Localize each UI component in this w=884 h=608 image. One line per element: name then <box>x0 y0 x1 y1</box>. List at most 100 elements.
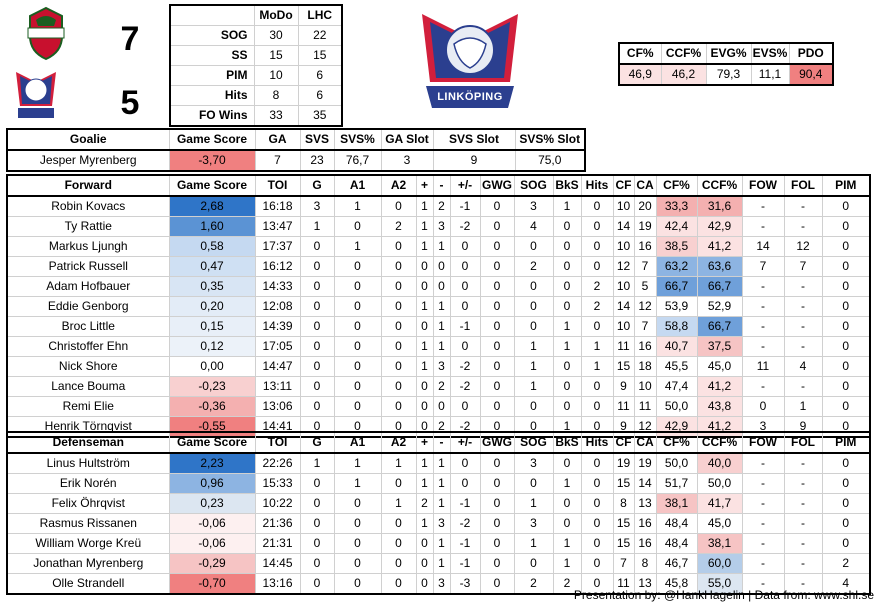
stat-cell: - <box>741 452 785 474</box>
stat-cell: 58,8 <box>655 316 698 337</box>
stat-cell: 63,6 <box>696 256 743 277</box>
stat-label: FO Wins <box>169 105 255 127</box>
adv-value: 90,4 <box>788 63 834 86</box>
game-score-cell: -0,29 <box>168 553 256 574</box>
stat-cell: 7 <box>633 316 657 337</box>
game-score-cell: 0,00 <box>168 356 256 377</box>
column-header: Hits <box>580 431 614 454</box>
column-header: TOI <box>254 174 301 197</box>
column-header: CF% <box>655 174 698 197</box>
stat-cell: 19 <box>633 216 657 237</box>
stat-cell: 1 <box>432 336 451 357</box>
stat-cell: 0 <box>580 376 614 397</box>
stat-cell: 14:33 <box>254 276 301 297</box>
stat-cell: 1 <box>783 396 823 417</box>
stat-cell: 38,1 <box>696 533 743 554</box>
stat-cell: 0 <box>449 296 481 317</box>
stat-cell: 0 <box>821 473 871 494</box>
column-header: GWG <box>479 431 515 454</box>
stat-value: 6 <box>297 85 343 106</box>
stat-cell: 33,3 <box>655 195 698 217</box>
column-header: + <box>415 431 434 454</box>
stat-cell: 0 <box>821 513 871 534</box>
player-row: Remi Elie -0,36 13:06 0 0 0 0 0 0 0 0 0 0 11 11 50,0 43,… <box>6 396 871 417</box>
stat-cell: 0 <box>432 256 451 277</box>
stat-cell: 0 <box>513 396 554 417</box>
stat-cell: 60,0 <box>696 553 743 574</box>
stat-cell: 1 <box>432 533 451 554</box>
stat-cell: 0 <box>449 236 481 257</box>
stat-cell: 10 <box>612 236 635 257</box>
stat-cell: 0 <box>415 376 434 397</box>
stat-cell: 0 <box>333 493 382 514</box>
stat-cell: 40,7 <box>655 336 698 357</box>
stat-cell: 50,0 <box>696 473 743 494</box>
stat-cell: 0 <box>299 376 335 397</box>
stat-label: SOG <box>169 25 255 46</box>
player-row: Olle Strandell -0,70 13:16 0 0 0 0 3 -3 0 2 2 0 11 13 4… <box>6 573 871 595</box>
player-row: Patrick Russell 0,47 16:12 0 0 0 0 0 0 0 2 0 0 12 7 63,… <box>6 256 871 277</box>
team-stats-table: MoDo LHC SOG 30 22 SS 15 15 PIM 10 6 Hits 8 6 FO Win… <box>169 4 343 127</box>
stat-cell: 1 <box>299 216 335 237</box>
stat-cell: 8 <box>612 493 635 514</box>
stat-cell: 1 <box>513 336 554 357</box>
stat-cell: 50,0 <box>655 396 698 417</box>
game-score-cell: 2,68 <box>168 195 256 217</box>
stat-cell: 0 <box>513 296 554 317</box>
stat-cell: 12 <box>783 236 823 257</box>
stat-cell: 17:05 <box>254 336 301 357</box>
stat-cell: 0 <box>821 533 871 554</box>
stat-cell: 1 <box>432 296 451 317</box>
stat-cell: -3 <box>449 573 481 595</box>
stat-cell: 4 <box>783 356 823 377</box>
stat-cell: 0 <box>380 533 417 554</box>
stat-cell: 0 <box>299 473 335 494</box>
game-score-cell: -0,23 <box>168 376 256 397</box>
player-name: Lance Bouma <box>6 376 170 397</box>
stat-cell: 0 <box>513 276 554 297</box>
stat-cell: 11 <box>741 356 785 377</box>
stat-cell: - <box>783 376 823 397</box>
stat-cell: 0 <box>449 256 481 277</box>
stat-cell: 16 <box>633 533 657 554</box>
stat-cell: 0 <box>580 216 614 237</box>
stat-cell: 41,7 <box>696 493 743 514</box>
column-header: PDO <box>788 42 834 65</box>
column-header: GA Slot <box>380 128 434 151</box>
stat-cell: 1 <box>432 553 451 574</box>
stat-value: 35 <box>297 105 343 127</box>
stat-cell: 0 <box>552 356 582 377</box>
stat-cell: 13:16 <box>254 573 301 595</box>
stat-cell: 0 <box>415 396 434 417</box>
stat-cell: 0 <box>333 256 382 277</box>
player-name: Jesper Myrenberg <box>6 149 170 172</box>
stat-label: Hits <box>169 85 255 106</box>
adv-value: 79,3 <box>705 63 752 86</box>
stat-cell: 55,0 <box>696 573 743 595</box>
game-score-cell: 2,23 <box>168 452 256 474</box>
stat-cell: 0 <box>479 256 515 277</box>
stat-cell: 3 <box>432 573 451 595</box>
stat-cell: 0 <box>333 356 382 377</box>
stat-cell: 0 <box>552 452 582 474</box>
stat-cell: 3 <box>380 149 434 172</box>
stat-cell: 11 <box>633 396 657 417</box>
column-header: SOG <box>513 431 554 454</box>
stat-cell: - <box>741 553 785 574</box>
stat-value: 22 <box>297 25 343 46</box>
stat-cell: 0 <box>479 573 515 595</box>
stat-cell: 0 <box>821 316 871 337</box>
stat-cell: 76,7 <box>333 149 382 172</box>
stat-cell: -2 <box>449 513 481 534</box>
column-header: SVS% <box>333 128 382 151</box>
stat-cell: 1 <box>432 473 451 494</box>
team-advanced-row: 46,9 46,2 79,3 11,1 90,4 <box>618 63 834 86</box>
stat-cell: 2 <box>415 493 434 514</box>
stat-cell: 40,0 <box>696 452 743 474</box>
stat-cell: 0 <box>299 533 335 554</box>
column-header: CF <box>612 431 635 454</box>
stat-cell: 0 <box>380 573 417 595</box>
player-row: Lance Bouma -0,23 13:11 0 0 0 0 2 -2 0 1 0 0 9 10 47,4 4… <box>6 376 871 397</box>
stat-cell: 48,4 <box>655 533 698 554</box>
stat-cell: - <box>783 493 823 514</box>
